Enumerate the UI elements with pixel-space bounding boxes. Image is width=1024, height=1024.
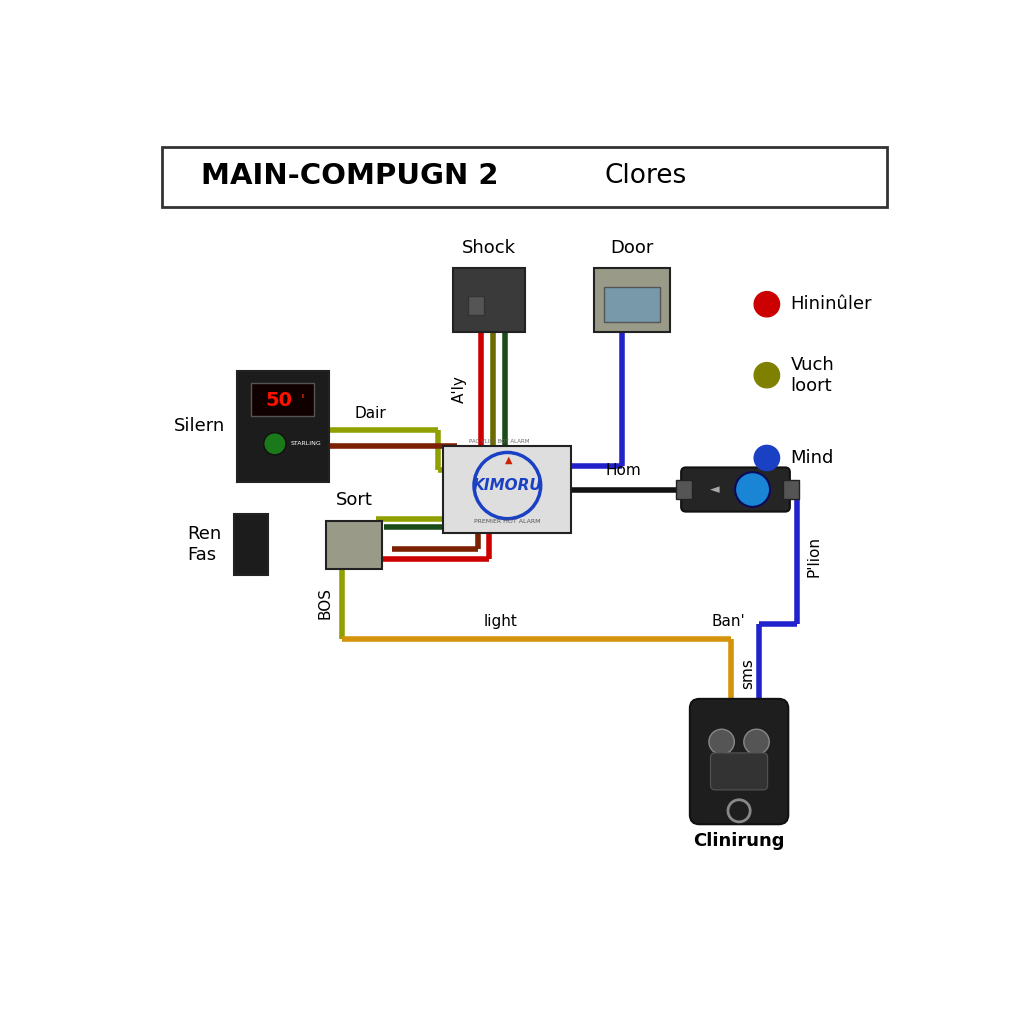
Text: STARLING: STARLING	[291, 441, 322, 446]
Text: Clinirung: Clinirung	[693, 833, 784, 850]
Text: P'lion: P'lion	[807, 536, 821, 578]
Text: Silern: Silern	[174, 418, 225, 435]
Circle shape	[264, 433, 286, 455]
Text: Door: Door	[610, 239, 653, 257]
FancyBboxPatch shape	[594, 268, 670, 332]
Text: Hininûler: Hininûler	[791, 295, 872, 313]
Circle shape	[754, 445, 779, 471]
Text: sms: sms	[740, 658, 756, 689]
Text: 50: 50	[265, 391, 292, 410]
Text: A'ly: A'ly	[452, 375, 467, 402]
FancyBboxPatch shape	[326, 520, 382, 568]
Text: light: light	[484, 614, 518, 629]
Text: ▲: ▲	[505, 455, 513, 465]
FancyBboxPatch shape	[711, 753, 768, 790]
Text: Ren
Fas: Ren Fas	[187, 525, 221, 564]
FancyBboxPatch shape	[162, 147, 888, 207]
Text: Ban': Ban'	[712, 614, 745, 629]
Text: PREMIER HOT ALARM: PREMIER HOT ALARM	[474, 518, 541, 523]
Text: Dair: Dair	[354, 406, 386, 421]
FancyBboxPatch shape	[453, 268, 525, 332]
FancyBboxPatch shape	[782, 480, 799, 499]
Text: KIMORU: KIMORU	[472, 478, 543, 494]
Text: Shock: Shock	[462, 239, 516, 257]
Circle shape	[754, 292, 779, 316]
Text: ': '	[301, 393, 304, 408]
Text: Clores: Clores	[604, 164, 686, 189]
Circle shape	[709, 729, 734, 755]
Text: ◄: ◄	[711, 483, 720, 496]
FancyBboxPatch shape	[233, 514, 268, 575]
FancyBboxPatch shape	[604, 287, 659, 322]
Circle shape	[735, 472, 770, 507]
Text: Sort: Sort	[336, 490, 373, 509]
Text: Mind: Mind	[791, 449, 834, 467]
Circle shape	[754, 362, 779, 388]
FancyBboxPatch shape	[677, 480, 692, 499]
Text: PAC VLIFE BOT ALARM: PAC VLIFE BOT ALARM	[469, 439, 529, 444]
FancyBboxPatch shape	[468, 296, 484, 315]
Text: MAIN-COMPUGN 2: MAIN-COMPUGN 2	[202, 163, 499, 190]
FancyBboxPatch shape	[443, 445, 571, 534]
Text: Hom: Hom	[605, 464, 641, 478]
Circle shape	[743, 729, 769, 755]
Text: Vuch
loort: Vuch loort	[791, 355, 835, 394]
FancyBboxPatch shape	[251, 383, 314, 416]
FancyBboxPatch shape	[681, 467, 790, 512]
FancyBboxPatch shape	[237, 371, 329, 482]
FancyBboxPatch shape	[690, 698, 788, 824]
Text: BOS: BOS	[317, 587, 333, 618]
